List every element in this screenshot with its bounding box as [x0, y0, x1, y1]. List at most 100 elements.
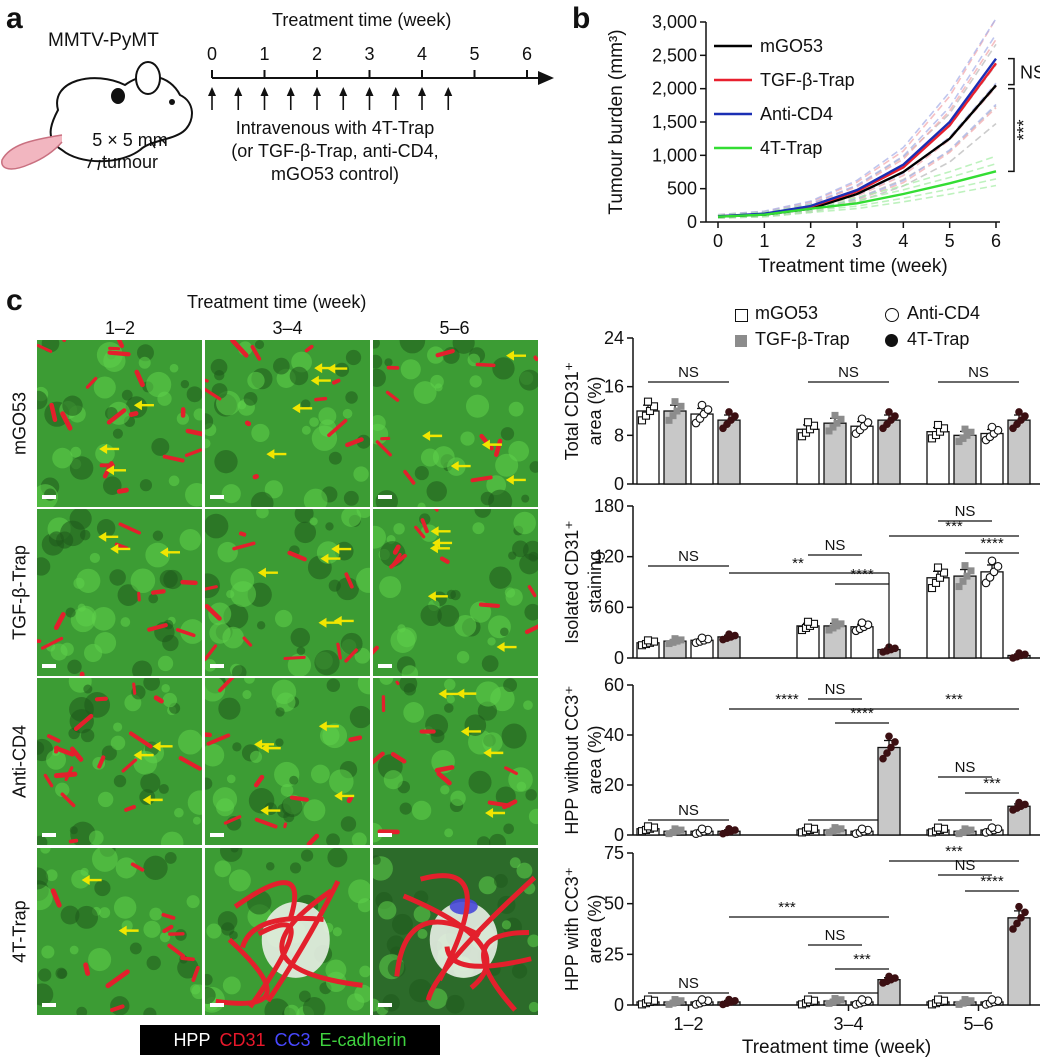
- vessel: [414, 525, 426, 539]
- y-tick-label: 0: [614, 474, 624, 494]
- tissue-texture: [243, 392, 258, 406]
- tissue-texture: [146, 371, 172, 398]
- vessel: [403, 469, 416, 485]
- data-point: [697, 995, 707, 1004]
- arrow-marker-head: [318, 617, 327, 628]
- y-axis-label: Isolated CD31⁺: [562, 520, 582, 644]
- tissue-texture: [193, 408, 202, 421]
- tissue-texture: [329, 769, 354, 794]
- tissue-texture: [159, 931, 171, 943]
- tissue-texture: [113, 722, 123, 732]
- data-point: [803, 823, 813, 832]
- tissue-texture: [413, 905, 431, 923]
- tissue-texture: [373, 525, 386, 549]
- tissue-texture: [177, 957, 199, 979]
- vessel: [253, 774, 265, 788]
- tissue-texture: [481, 655, 499, 673]
- data-point: [697, 633, 707, 643]
- y-tick-label: 20: [604, 775, 624, 795]
- tissue-texture: [250, 491, 274, 507]
- tissue-texture: [99, 907, 111, 919]
- tissue-texture: [501, 723, 527, 749]
- legend-label-anti-cd4: Anti-CD4: [907, 303, 981, 323]
- tissue-texture: [256, 621, 266, 630]
- microscopy-image: [373, 509, 538, 676]
- ns-bracket: [1008, 57, 1015, 86]
- data-point: [725, 630, 733, 638]
- vessel: [50, 888, 62, 908]
- data-point: [961, 562, 969, 570]
- x-tick-label: 3–4: [833, 1014, 863, 1034]
- tissue-texture: [76, 1006, 88, 1015]
- tissue-texture: [417, 928, 428, 939]
- microscopy-image: [373, 848, 538, 1015]
- tissue-texture: [303, 488, 328, 507]
- scale-bar: [378, 833, 392, 837]
- tissue-texture: [243, 678, 255, 684]
- tissue-texture: [180, 619, 202, 644]
- sig-label: NS: [678, 802, 699, 819]
- legend-label-4t-trap: 4T-Trap: [907, 329, 970, 349]
- sig-label: NS: [955, 759, 976, 776]
- tissue-texture: [353, 466, 369, 482]
- data-point: [933, 420, 943, 430]
- arrow-marker-head: [99, 443, 108, 454]
- tissue-texture: [218, 697, 241, 720]
- data-point: [955, 583, 963, 591]
- tissue-texture: [310, 764, 330, 784]
- tissue-texture: [341, 509, 362, 527]
- microscopy-image: [205, 848, 370, 1015]
- injection-arrowhead: [418, 87, 426, 96]
- injection-arrowhead: [260, 87, 269, 96]
- tissue-texture: [332, 927, 342, 937]
- timeline-tick-label: 0: [207, 44, 217, 64]
- vessel: [244, 420, 252, 427]
- y-axis-label: Tumour burden (mm³): [606, 29, 627, 214]
- data-point: [725, 995, 733, 1004]
- vessel: [242, 636, 253, 647]
- tissue-texture: [327, 848, 348, 868]
- data-point: [677, 997, 685, 1005]
- data-point: [665, 640, 673, 648]
- tissue-texture: [79, 529, 91, 541]
- y-tick-label: 16: [604, 377, 624, 397]
- sig-label: ***: [1014, 119, 1034, 140]
- panel-b-letter: b: [572, 2, 591, 35]
- arrow-marker-head: [314, 363, 323, 374]
- tissue-texture: [345, 349, 362, 366]
- tissue-texture: [91, 848, 118, 872]
- vessel: [402, 893, 490, 990]
- tissue-texture: [336, 577, 359, 601]
- mouse-model-label: MMTV-PyMT: [48, 30, 159, 51]
- arrow-marker-head: [110, 543, 119, 554]
- vessel: [205, 644, 218, 661]
- tissue-texture: [140, 772, 161, 794]
- vessel: [150, 589, 166, 595]
- y-tick-label: 24: [604, 328, 624, 348]
- y-axis-label: Total CD31⁺: [562, 362, 582, 461]
- data-point: [649, 402, 659, 411]
- tissue-texture: [444, 828, 454, 838]
- injection-arrowhead: [208, 87, 216, 96]
- data-point: [731, 996, 739, 1005]
- y-axis-label: area (%): [585, 725, 605, 794]
- data-point: [643, 636, 653, 645]
- tissue-texture: [382, 994, 400, 1012]
- tissue-texture: [294, 509, 314, 524]
- tissue-texture: [60, 642, 74, 656]
- sig-label: ***: [778, 899, 796, 916]
- tissue-texture: [191, 984, 202, 1000]
- data-point: [1015, 902, 1023, 911]
- tissue-texture: [391, 913, 413, 935]
- tissue-texture: [40, 848, 51, 854]
- tissue-texture: [456, 650, 470, 664]
- tissue-texture: [348, 879, 370, 904]
- vessel: [223, 815, 242, 825]
- vessel: [487, 800, 511, 808]
- tissue-texture: [314, 649, 340, 676]
- tissue-texture: [69, 945, 79, 955]
- tissue-texture: [503, 823, 514, 835]
- tissue-texture: [205, 573, 220, 599]
- scale-bar: [378, 1003, 392, 1007]
- data-point: [891, 412, 899, 420]
